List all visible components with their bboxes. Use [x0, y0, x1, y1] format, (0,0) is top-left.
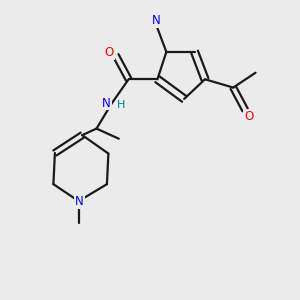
Text: N: N	[102, 97, 111, 110]
Text: N: N	[152, 14, 160, 27]
Text: O: O	[105, 46, 114, 59]
Text: N: N	[75, 195, 84, 208]
Text: H: H	[117, 100, 126, 110]
Text: O: O	[244, 110, 253, 123]
